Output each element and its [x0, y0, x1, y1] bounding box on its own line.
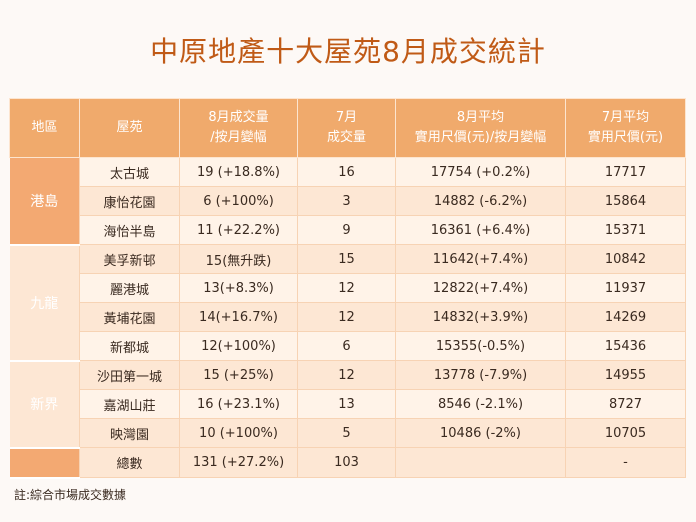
jul-volume: 12 — [297, 302, 396, 332]
aug-price: 13778 (-7.9%) — [395, 360, 566, 390]
aug-volume: 19 (+18.8%) — [179, 157, 298, 187]
header-estate: 屋苑 — [79, 98, 180, 158]
jul-price: 10705 — [565, 418, 686, 448]
aug-price: 17754 (+0.2%) — [395, 157, 566, 187]
jul-price: 10842 — [565, 244, 686, 274]
aug-price: 12822(+7.4%) — [395, 273, 566, 303]
estate-name: 太古城 — [79, 157, 180, 187]
sales-statistics-table: 地區 屋苑 8月成交量/按月變幅 7月 成交量 8月平均 實用尺價(元)/按月變幅 … — [9, 98, 686, 479]
aug-volume: 6 (+100%) — [179, 186, 298, 216]
total-jul-price: - — [565, 447, 686, 478]
table-row: 海怡半島 11 (+22.2%) 9 16361 (+6.4%) 15371 — [10, 215, 686, 245]
header-aug-volume: 8月成交量/按月變幅 — [179, 98, 298, 158]
header-jul-price: 7月平均 實用尺價(元) — [565, 98, 686, 158]
total-row: 總數 131 (+27.2%) 103 - — [9, 447, 686, 479]
aug-volume: 15 (+25%) — [179, 360, 298, 390]
aug-price: 14832(+3.9%) — [395, 302, 566, 332]
total-label: 總數 — [79, 447, 180, 478]
aug-volume: 15(無升跌) — [179, 244, 298, 274]
region-kowloon: 九龍 — [9, 244, 80, 362]
jul-price: 8727 — [565, 389, 686, 419]
page-title: 中原地產十大屋苑8月成交統計 — [150, 35, 546, 68]
aug-price: 11642(+7.4%) — [395, 244, 566, 274]
total-aug-price — [395, 447, 566, 478]
jul-volume: 12 — [297, 273, 396, 303]
jul-volume: 5 — [297, 418, 396, 448]
region-new-territories: 新界 — [9, 360, 80, 449]
table-row: 映灣園 10 (+100%) 5 10486 (-2%) 10705 — [10, 418, 686, 448]
aug-volume: 13(+8.3%) — [179, 273, 298, 303]
estate-name: 海怡半島 — [79, 215, 180, 245]
total-aug-volume: 131 (+27.2%) — [179, 447, 298, 478]
jul-price: 17717 — [565, 157, 686, 187]
jul-price: 15436 — [565, 331, 686, 361]
total-region-cell — [9, 447, 80, 479]
estate-name: 麗港城 — [79, 273, 180, 303]
aug-volume: 16 (+23.1%) — [179, 389, 298, 419]
jul-volume: 12 — [297, 360, 396, 390]
aug-price: 10486 (-2%) — [395, 418, 566, 448]
table-row: 黃埔花園 14(+16.7%) 12 14832(+3.9%) 14269 — [10, 302, 686, 332]
jul-price: 15864 — [565, 186, 686, 216]
header-region: 地區 — [9, 98, 80, 158]
estate-name: 黃埔花園 — [79, 302, 180, 332]
table-row: 新界 沙田第一城 15 (+25%) 12 13778 (-7.9%) 1495… — [9, 360, 686, 449]
jul-volume: 13 — [297, 389, 396, 419]
aug-price: 8546 (-2.1%) — [395, 389, 566, 419]
jul-price: 14269 — [565, 302, 686, 332]
table-row: 港島 太古城 19 (+18.8%) 16 17754 (+0.2%) 1771… — [9, 157, 686, 246]
total-jul-volume: 103 — [297, 447, 396, 478]
header-row: 地區 屋苑 8月成交量/按月變幅 7月 成交量 8月平均 實用尺價(元)/按月變幅 … — [9, 98, 686, 158]
jul-volume: 15 — [297, 244, 396, 274]
table-row: 麗港城 13(+8.3%) 12 12822(+7.4%) 11937 — [10, 273, 686, 303]
aug-volume: 12(+100%) — [179, 331, 298, 361]
estate-name: 康怡花園 — [79, 186, 180, 216]
aug-volume: 10 (+100%) — [179, 418, 298, 448]
jul-price: 11937 — [565, 273, 686, 303]
table-row: 九龍 美孚新邨 15(無升跌) 15 11642(+7.4%) 10842 — [9, 244, 686, 362]
estate-name: 映灣園 — [79, 418, 180, 448]
jul-price: 15371 — [565, 215, 686, 245]
estate-name: 沙田第一城 — [79, 360, 180, 390]
estate-name: 美孚新邨 — [79, 244, 180, 274]
header-aug-price: 8月平均 實用尺價(元)/按月變幅 — [395, 98, 566, 158]
estate-name: 新都城 — [79, 331, 180, 361]
aug-price: 15355(-0.5%) — [395, 331, 566, 361]
aug-price: 16361 (+6.4%) — [395, 215, 566, 245]
jul-volume: 6 — [297, 331, 396, 361]
table-row: 康怡花園 6 (+100%) 3 14882 (-6.2%) 15864 — [10, 186, 686, 216]
jul-volume: 9 — [297, 215, 396, 245]
aug-volume: 11 (+22.2%) — [179, 215, 298, 245]
aug-volume: 14(+16.7%) — [179, 302, 298, 332]
aug-price: 14882 (-6.2%) — [395, 186, 566, 216]
footnote: 註:綜合市場成交數據 — [14, 488, 127, 502]
estate-name: 嘉湖山莊 — [79, 389, 180, 419]
jul-volume: 16 — [297, 157, 396, 187]
region-hk-island: 港島 — [9, 157, 80, 246]
table-row: 嘉湖山莊 16 (+23.1%) 13 8546 (-2.1%) 8727 — [10, 389, 686, 419]
jul-price: 14955 — [565, 360, 686, 390]
jul-volume: 3 — [297, 186, 396, 216]
header-jul-volume: 7月 成交量 — [297, 98, 396, 158]
table-row: 新都城 12(+100%) 6 15355(-0.5%) 15436 — [10, 331, 686, 361]
